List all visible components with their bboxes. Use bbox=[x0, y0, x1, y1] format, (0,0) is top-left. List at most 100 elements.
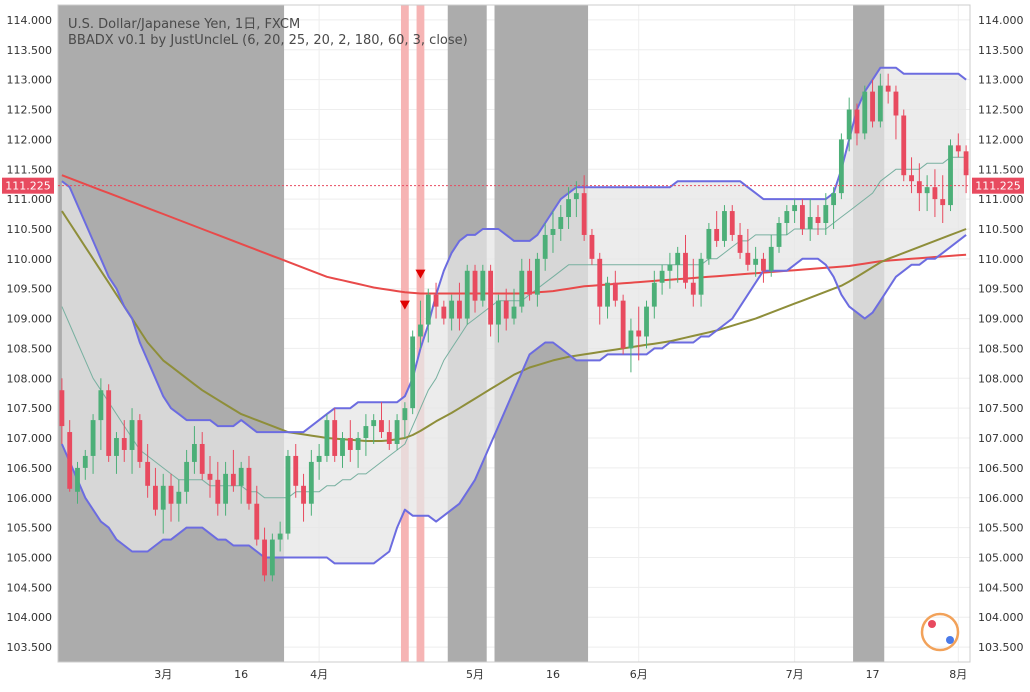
candle-body bbox=[184, 461, 190, 492]
y-tick-label-left: 113.000 bbox=[7, 74, 53, 87]
candle-body bbox=[527, 270, 533, 295]
candle-body bbox=[916, 181, 922, 194]
candle-body bbox=[230, 473, 236, 486]
candle-body bbox=[831, 193, 837, 206]
bollinger-lower-line bbox=[60, 234, 967, 565]
candle-body bbox=[355, 438, 361, 450]
candle-body bbox=[137, 420, 143, 462]
candle-body bbox=[433, 294, 439, 307]
candle-body bbox=[363, 426, 369, 439]
candle-body bbox=[480, 270, 486, 301]
y-tick-label-right: 110.500 bbox=[978, 223, 1024, 236]
candle-body bbox=[948, 145, 953, 206]
candle-body bbox=[301, 485, 306, 504]
candle-body bbox=[737, 234, 743, 253]
candle-body bbox=[761, 258, 766, 271]
y-tick-label-left: 106.500 bbox=[7, 462, 53, 475]
candle-body bbox=[114, 438, 119, 456]
mid-ma-line bbox=[61, 210, 967, 442]
y-tick-label-left: 108.500 bbox=[7, 342, 53, 355]
y-tick-label-right: 107.000 bbox=[978, 432, 1024, 445]
candle-body bbox=[885, 85, 891, 92]
candle-body bbox=[815, 217, 821, 224]
candle-body bbox=[262, 539, 267, 576]
candle-body bbox=[542, 234, 548, 259]
candle-body bbox=[340, 438, 345, 456]
candle-body bbox=[605, 282, 610, 307]
y-tick-label-right: 104.000 bbox=[978, 611, 1024, 624]
candle-body bbox=[59, 390, 65, 427]
y-tick-label-right: 114.000 bbox=[978, 14, 1024, 27]
candle-body bbox=[519, 270, 525, 307]
candle-body bbox=[472, 270, 478, 301]
candle-body bbox=[129, 420, 135, 450]
candle-body bbox=[168, 485, 174, 504]
x-tick-label: 6月 bbox=[630, 668, 648, 681]
candle-body bbox=[410, 336, 416, 409]
candle-body bbox=[558, 217, 564, 229]
candle-body bbox=[644, 306, 649, 337]
candle-body bbox=[449, 300, 455, 319]
candle-body bbox=[332, 420, 338, 456]
y-tick-label-right: 105.000 bbox=[978, 551, 1024, 564]
candle-body bbox=[628, 330, 634, 349]
candle-body bbox=[308, 461, 314, 504]
candle-body bbox=[176, 491, 182, 504]
candle-body bbox=[675, 252, 681, 265]
y-tick-label-right: 109.500 bbox=[978, 283, 1024, 296]
x-tick-label: 16 bbox=[234, 668, 248, 681]
candle-body bbox=[75, 467, 80, 492]
candle-body bbox=[121, 438, 127, 450]
y-tick-label-left: 112.000 bbox=[7, 133, 53, 146]
candle-body bbox=[706, 228, 712, 259]
candle-body bbox=[589, 234, 595, 259]
candle-body bbox=[511, 306, 517, 319]
y-tick-label-left: 113.500 bbox=[7, 44, 53, 57]
y-tick-label-left: 110.000 bbox=[7, 253, 53, 266]
candlesticks bbox=[59, 73, 969, 582]
logo-dot-icon bbox=[946, 636, 954, 644]
candle-body bbox=[371, 420, 377, 427]
candle-body bbox=[573, 193, 579, 200]
x-tick-label: 4月 bbox=[310, 668, 328, 681]
candle-body bbox=[160, 485, 166, 510]
candle-body bbox=[223, 473, 229, 504]
candle-body bbox=[534, 258, 540, 295]
candle-body bbox=[893, 91, 899, 116]
x-tick-label: 8月 bbox=[949, 668, 967, 681]
candle-body bbox=[870, 91, 875, 122]
x-tick-label: 7月 bbox=[786, 668, 804, 681]
candle-body bbox=[488, 270, 494, 325]
axes: 114.000 114.000 113.500 113.500 113.000 113.0… bbox=[7, 4, 1024, 681]
candle-body bbox=[277, 533, 283, 540]
candle-body bbox=[792, 205, 798, 212]
y-tick-label-left: 109.000 bbox=[7, 313, 53, 326]
chart-title: U.S. Dollar/Japanese Yen, 1日, FXCM bbox=[68, 17, 301, 32]
candle-body bbox=[620, 300, 626, 349]
candle-body bbox=[784, 211, 790, 224]
candle-body bbox=[955, 145, 961, 152]
candle-body bbox=[457, 300, 462, 319]
candle-body bbox=[464, 270, 470, 319]
x-tick-label: 3月 bbox=[154, 668, 172, 681]
candle-body bbox=[566, 199, 571, 218]
candle-body bbox=[199, 443, 205, 474]
y-tick-label-left: 105.000 bbox=[7, 551, 53, 564]
candle-body bbox=[846, 109, 852, 140]
y-tick-label-right: 104.500 bbox=[978, 581, 1024, 594]
candle-body bbox=[67, 432, 73, 489]
y-tick-label-left: 108.000 bbox=[7, 372, 53, 385]
y-tick-label-right: 113.000 bbox=[978, 74, 1024, 87]
candle-body bbox=[285, 455, 291, 534]
plot-frame bbox=[57, 4, 971, 663]
candle-body bbox=[924, 187, 930, 194]
y-tick-label-left: 111.500 bbox=[7, 163, 53, 176]
y-tick-label-left: 107.500 bbox=[7, 402, 53, 415]
y-tick-label-right: 109.000 bbox=[978, 313, 1024, 326]
candle-body bbox=[776, 223, 782, 247]
candle-body bbox=[215, 479, 221, 504]
candle-body bbox=[714, 228, 720, 241]
y-tick-label-right: 112.000 bbox=[978, 133, 1024, 146]
